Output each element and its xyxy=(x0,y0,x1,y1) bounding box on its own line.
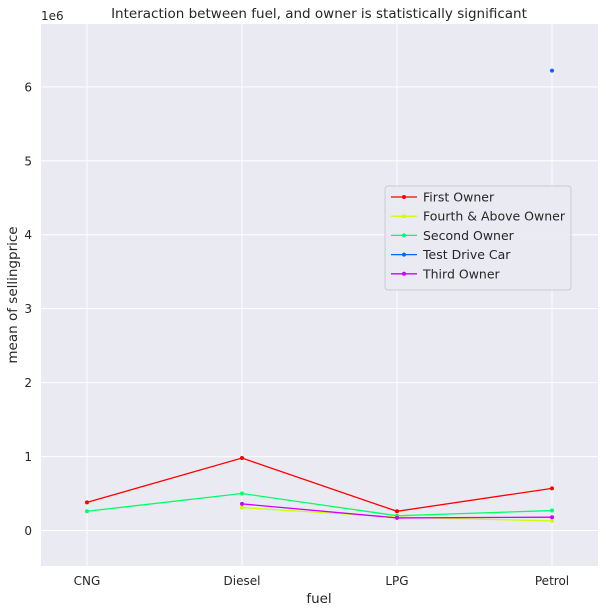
series-first-owner xyxy=(85,456,554,514)
legend-item: First Owner xyxy=(391,190,495,205)
data-point xyxy=(550,486,554,491)
y-tick-label: 5 xyxy=(24,154,32,168)
series-line xyxy=(86,457,553,512)
legend-swatch-marker xyxy=(402,271,406,276)
data-point xyxy=(240,456,244,461)
grid-lines xyxy=(41,24,598,566)
legend: First Owner Fourth & Above Owner Second Ow… xyxy=(384,185,572,291)
y-offset-label: 1e6 xyxy=(41,9,64,23)
legend-label: Third Owner xyxy=(422,266,501,281)
y-tick-label: 2 xyxy=(24,376,32,390)
series-test-drive-car xyxy=(550,68,554,73)
x-tick-label: LPG xyxy=(385,574,408,588)
series-line xyxy=(86,492,553,517)
legend-label: Fourth & Above Owner xyxy=(423,209,566,224)
y-tick-label: 3 xyxy=(24,302,32,316)
legend-swatch-marker xyxy=(402,214,406,219)
legend-frame xyxy=(384,185,572,291)
y-tick-label: 4 xyxy=(24,228,32,242)
y-tick-label: 6 xyxy=(24,80,32,94)
legend-swatch-marker xyxy=(402,252,406,257)
y-tick-label: 1 xyxy=(24,450,32,464)
x-tick-label: Diesel xyxy=(224,574,261,588)
data-point xyxy=(395,515,399,520)
data-point xyxy=(550,518,554,523)
data-point xyxy=(550,515,554,520)
y-axis-label: mean of sellingprice xyxy=(5,226,21,363)
legend-swatch-marker xyxy=(402,233,406,238)
legend-item: Third Owner xyxy=(391,266,501,281)
legend-label: Test Drive Car xyxy=(422,247,511,262)
data-point xyxy=(550,68,554,73)
legend-label: First Owner xyxy=(423,190,495,205)
data-point xyxy=(240,491,244,496)
plot-background xyxy=(41,24,598,566)
data-point xyxy=(395,509,399,514)
data-point xyxy=(85,509,89,514)
data-point xyxy=(240,505,244,510)
axes-layer: CNG Diesel LPG Petrol 0 1 2 3 4 5 6 xyxy=(24,80,569,588)
legend-label: Second Owner xyxy=(423,228,515,243)
x-tick-label: Petrol xyxy=(535,574,569,588)
legend-item: Test Drive Car xyxy=(391,247,511,262)
legend-item: Second Owner xyxy=(391,228,515,243)
chart-title: Interaction between fuel, and owner is s… xyxy=(111,6,527,22)
data-point xyxy=(240,501,244,506)
y-tick-label: 0 xyxy=(24,524,32,538)
series-layer xyxy=(85,68,554,523)
legend-item: Fourth & Above Owner xyxy=(391,209,566,224)
data-point xyxy=(85,500,89,505)
data-point xyxy=(550,508,554,513)
legend-swatch-marker xyxy=(402,195,406,199)
x-tick-label: CNG xyxy=(74,574,101,588)
x-axis-label: fuel xyxy=(306,591,331,607)
series-third-owner xyxy=(240,501,554,520)
